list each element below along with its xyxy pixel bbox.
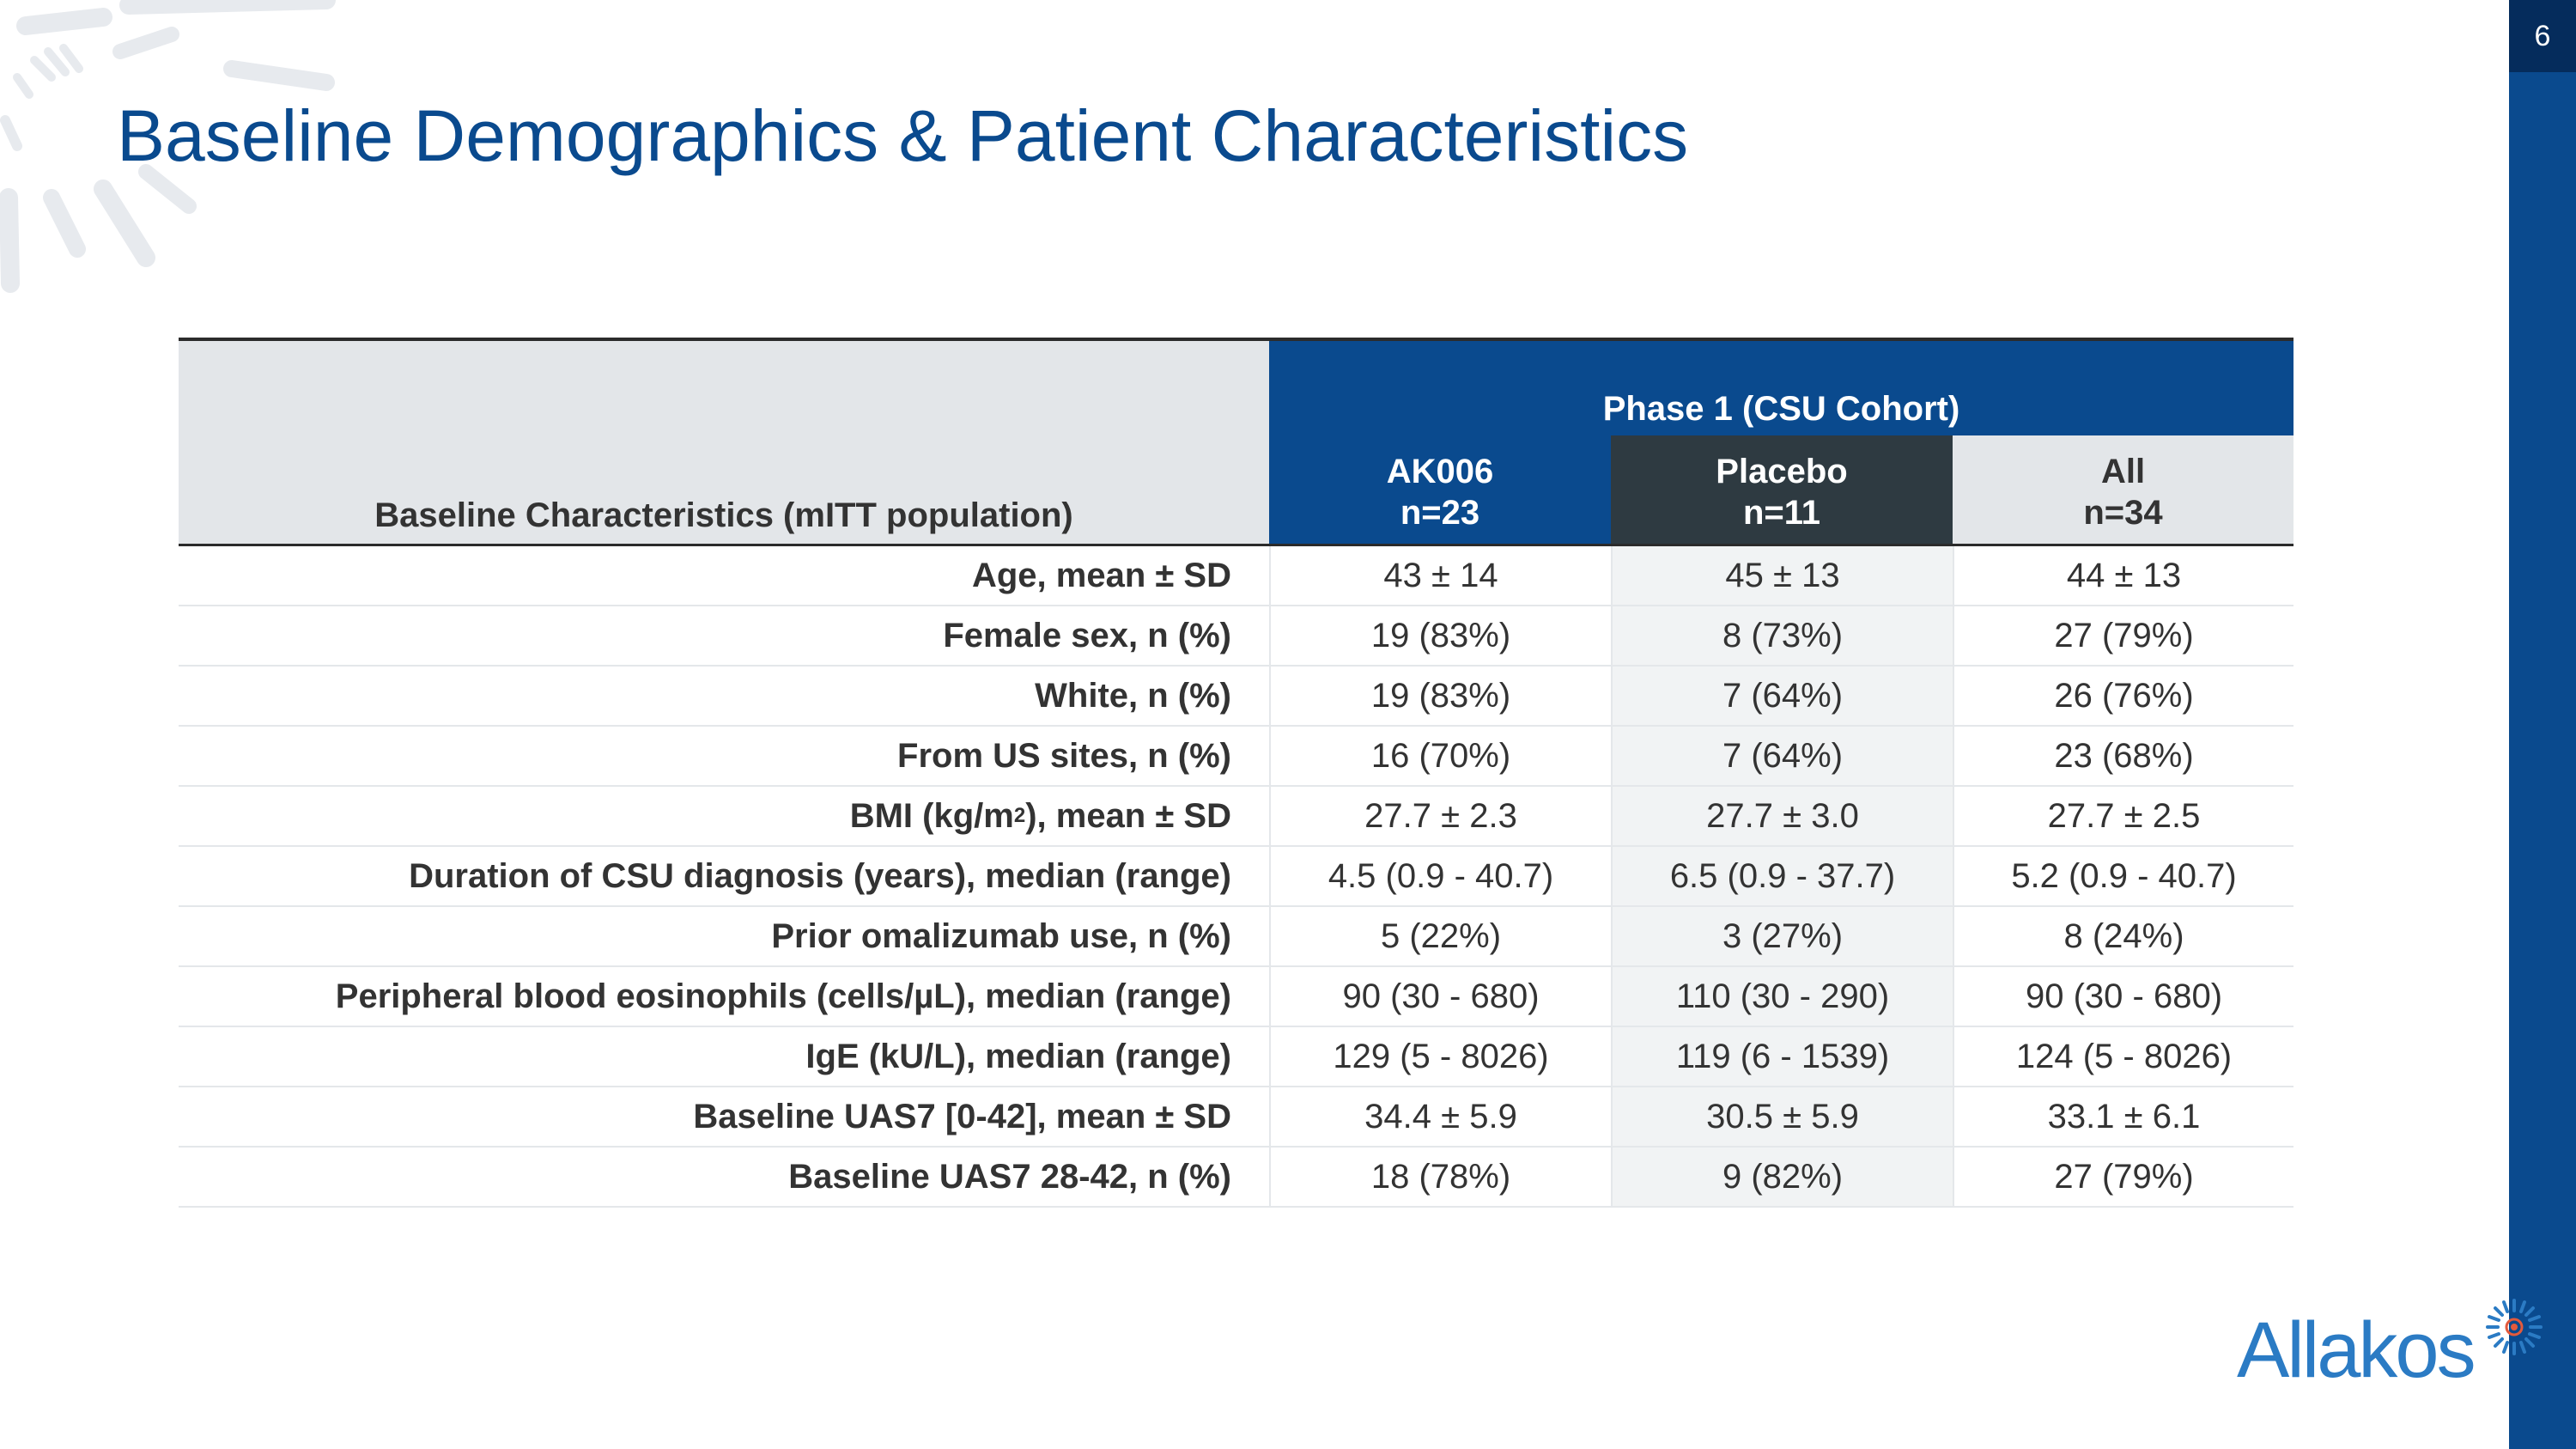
cell-placebo: 30.5 ± 5.9 xyxy=(1611,1087,1953,1146)
cell-ak006: 43 ± 14 xyxy=(1269,546,1611,605)
cell-ak006: 90 (30 - 680) xyxy=(1269,967,1611,1026)
table-row: BMI (kg/m 2), mean ± SD 27.7 ± 2.3 27.7 ±… xyxy=(179,787,2293,847)
row-label: From US sites, n (%) xyxy=(897,736,1231,775)
cell-placebo: 7 (64%) xyxy=(1611,667,1953,725)
right-accent-bar xyxy=(2509,0,2576,1449)
cell-all: 26 (76%) xyxy=(1953,667,2293,725)
column-name: All xyxy=(2100,453,2146,490)
cell-placebo: 9 (82%) xyxy=(1611,1148,1953,1206)
row-label: Baseline UAS7 28-42, n (%) xyxy=(788,1157,1231,1196)
table-header: Baseline Characteristics (mITT populatio… xyxy=(179,338,2293,546)
column-n: n=11 xyxy=(1742,494,1821,532)
logo-sunburst-icon xyxy=(2486,1299,2543,1355)
cell-ak006: 5 (22%) xyxy=(1269,907,1611,965)
row-header-cell: Baseline Characteristics (mITT populatio… xyxy=(179,341,1269,544)
cell-ak006: 34.4 ± 5.9 xyxy=(1269,1087,1611,1146)
page-number: 6 xyxy=(2509,0,2576,72)
cell-all: 5.2 (0.9 - 40.7) xyxy=(1953,847,2293,905)
row-label: Female sex, n (%) xyxy=(943,616,1231,654)
cell-placebo: 27.7 ± 3.0 xyxy=(1611,787,1953,845)
decorative-sunburst xyxy=(0,0,336,293)
column-n: n=23 xyxy=(1400,494,1480,532)
column-name: Placebo xyxy=(1716,453,1848,490)
table-row: Duration of CSU diagnosis (years), media… xyxy=(179,847,2293,907)
table-row: Age, mean ± SD 43 ± 14 45 ± 13 44 ± 13 xyxy=(179,546,2293,606)
cell-ak006: 18 (78%) xyxy=(1269,1148,1611,1206)
cell-all: 27 (79%) xyxy=(1953,606,2293,665)
row-label: Baseline UAS7 [0-42], mean ± SD xyxy=(693,1097,1231,1135)
cell-all: 44 ± 13 xyxy=(1953,546,2293,605)
row-label: White, n (%) xyxy=(1035,676,1231,715)
group-header: Phase 1 (CSU Cohort) xyxy=(1269,341,2293,435)
table-row: From US sites, n (%) 16 (70%) 7 (64%) 23… xyxy=(179,727,2293,787)
cell-all: 27 (79%) xyxy=(1953,1148,2293,1206)
cell-placebo: 3 (27%) xyxy=(1611,907,1953,965)
column-header-all: All n=34 xyxy=(1953,435,2293,544)
row-label: IgE (kU/L), median (range) xyxy=(805,1037,1231,1075)
cell-placebo: 45 ± 13 xyxy=(1611,546,1953,605)
slide-title: Baseline Demographics & Patient Characte… xyxy=(117,95,1689,176)
row-label: Prior omalizumab use, n (%) xyxy=(771,916,1231,955)
table-row: White, n (%) 19 (83%) 7 (64%) 26 (76%) xyxy=(179,667,2293,727)
company-logo: Allakos xyxy=(2237,1306,2476,1394)
column-name: AK006 xyxy=(1386,453,1494,490)
cell-all: 33.1 ± 6.1 xyxy=(1953,1087,2293,1146)
cell-ak006: 129 (5 - 8026) xyxy=(1269,1027,1611,1086)
baseline-table: Baseline Characteristics (mITT populatio… xyxy=(179,338,2293,1208)
table-row: Peripheral blood eosinophils (cells/µL),… xyxy=(179,967,2293,1027)
row-label-text: ), mean ± SD xyxy=(1025,796,1231,835)
table-row: Baseline UAS7 [0-42], mean ± SD 34.4 ± 5… xyxy=(179,1087,2293,1148)
table-row: Baseline UAS7 28-42, n (%) 18 (78%) 9 (8… xyxy=(179,1148,2293,1208)
row-label: Duration of CSU diagnosis (years), media… xyxy=(409,856,1231,895)
row-label: Peripheral blood eosinophils (cells/µL),… xyxy=(335,977,1231,1015)
cell-all: 90 (30 - 680) xyxy=(1953,967,2293,1026)
cell-ak006: 4.5 (0.9 - 40.7) xyxy=(1269,847,1611,905)
cell-all: 124 (5 - 8026) xyxy=(1953,1027,2293,1086)
table-row: IgE (kU/L), median (range) 129 (5 - 8026… xyxy=(179,1027,2293,1087)
column-n: n=34 xyxy=(2083,494,2163,532)
cell-ak006: 16 (70%) xyxy=(1269,727,1611,785)
cell-placebo: 8 (73%) xyxy=(1611,606,1953,665)
table-row: Female sex, n (%) 19 (83%) 8 (73%) 27 (7… xyxy=(179,606,2293,667)
cell-placebo: 7 (64%) xyxy=(1611,727,1953,785)
column-header-placebo: Placebo n=11 xyxy=(1611,435,1953,544)
cell-all: 23 (68%) xyxy=(1953,727,2293,785)
cell-placebo: 119 (6 - 1539) xyxy=(1611,1027,1953,1086)
table-row: Prior omalizumab use, n (%) 5 (22%) 3 (2… xyxy=(179,907,2293,967)
row-header-label: Baseline Characteristics (mITT populatio… xyxy=(374,496,1073,534)
cell-ak006: 19 (83%) xyxy=(1269,667,1611,725)
row-label: BMI (kg/m 2), mean ± SD xyxy=(849,796,1231,835)
cell-all: 27.7 ± 2.5 xyxy=(1953,787,2293,845)
cell-placebo: 6.5 (0.9 - 37.7) xyxy=(1611,847,1953,905)
cell-ak006: 27.7 ± 2.3 xyxy=(1269,787,1611,845)
column-header-ak006: AK006 n=23 xyxy=(1269,435,1611,544)
cell-ak006: 19 (83%) xyxy=(1269,606,1611,665)
row-label-text: BMI (kg/m xyxy=(849,796,1014,835)
cell-all: 8 (24%) xyxy=(1953,907,2293,965)
cell-placebo: 110 (30 - 290) xyxy=(1611,967,1953,1026)
row-label: Age, mean ± SD xyxy=(971,556,1231,594)
